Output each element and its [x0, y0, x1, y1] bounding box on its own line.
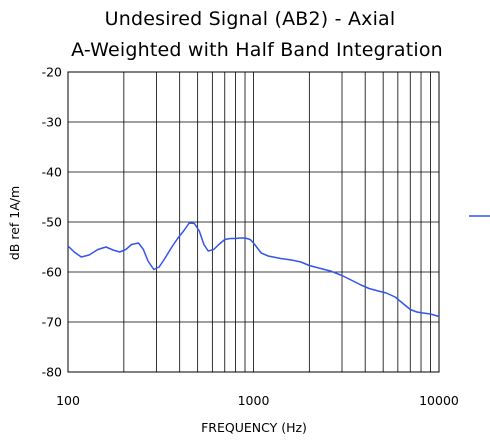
y-tick-label: -20 — [42, 65, 62, 80]
x-tick-label: 10000 — [419, 393, 459, 408]
chart-title: Undesired Signal (AB2) - Axial — [104, 8, 396, 30]
y-tick-label: -70 — [42, 315, 62, 330]
y-tick-labels: -20 -30 -40 -50 -60 -70 -80 — [42, 65, 62, 380]
y-tick-label: -80 — [42, 365, 62, 380]
y-tick-label: -30 — [42, 115, 62, 130]
y-tick-label: -60 — [42, 265, 62, 280]
x-axis-label: FREQUENCY (Hz) — [201, 420, 307, 435]
x-tick-labels: 100 1000 10000 — [56, 393, 459, 408]
x-tick-label: 100 — [56, 393, 80, 408]
series-line — [67, 222, 440, 318]
y-axis-label: dB ref 1A/m — [7, 186, 22, 260]
grid-lines — [68, 71, 439, 373]
y-tick-label: -50 — [42, 215, 62, 230]
plot-frame — [67, 71, 440, 373]
chart-subtitle: A-Weighted with Half Band Integration — [71, 39, 443, 61]
x-tick-label: 1000 — [238, 393, 270, 408]
series-layer — [67, 222, 440, 318]
y-tick-label: -40 — [42, 165, 62, 180]
